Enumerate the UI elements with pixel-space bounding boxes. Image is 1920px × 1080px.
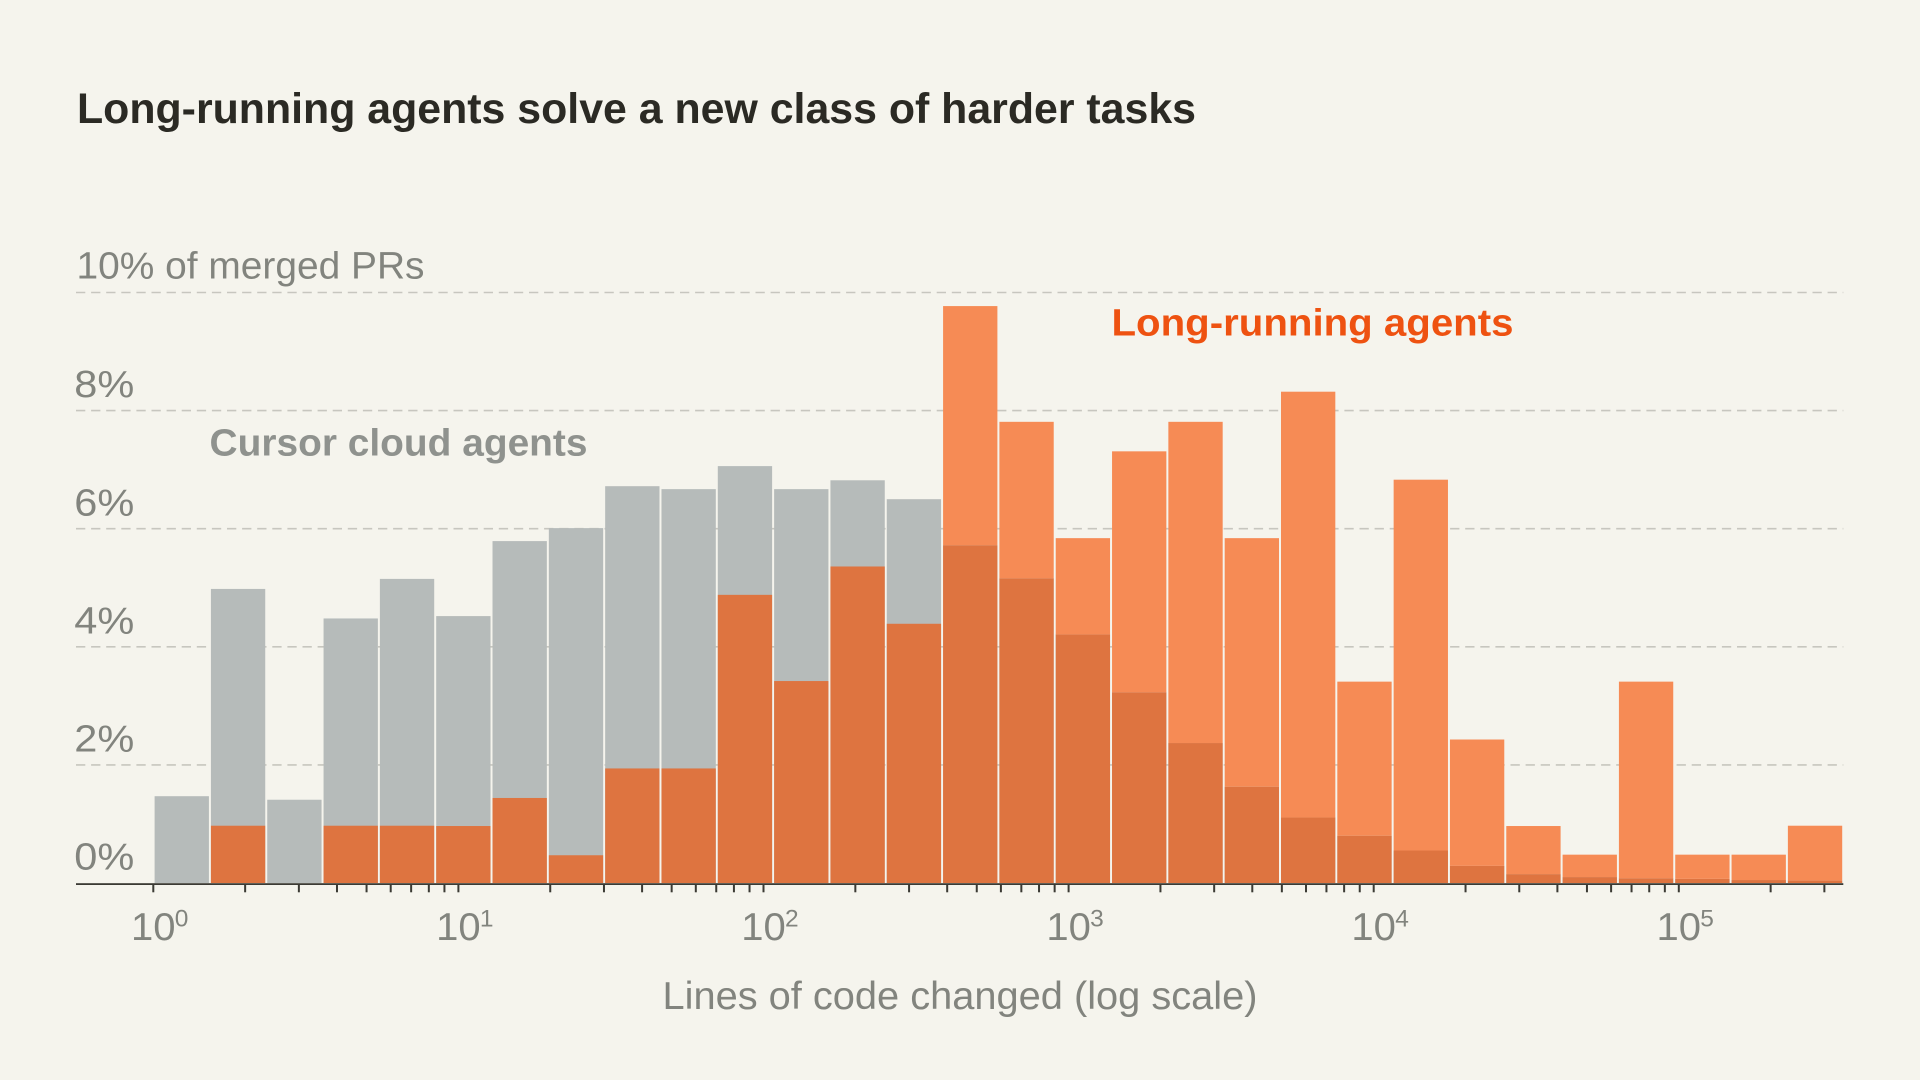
svg-text:6%: 6% [74, 482, 134, 524]
svg-text:10: 10 [1657, 906, 1702, 949]
svg-text:1: 1 [480, 905, 494, 932]
svg-text:10: 10 [436, 906, 481, 949]
svg-text:4%: 4% [74, 600, 134, 642]
svg-text:Cursor cloud agents: Cursor cloud agents [210, 423, 588, 465]
svg-text:10: 10 [131, 906, 176, 949]
svg-text:0: 0 [175, 905, 189, 932]
svg-text:Lines of code changed (log sca: Lines of code changed (log scale) [663, 975, 1258, 1018]
svg-text:3: 3 [1090, 905, 1104, 932]
svg-text:Long-running agents solve a ne: Long-running agents solve a new class of… [77, 85, 1196, 133]
svg-text:4: 4 [1395, 905, 1409, 932]
svg-text:10: 10 [1351, 906, 1396, 949]
svg-text:10% of merged PRs: 10% of merged PRs [77, 246, 425, 288]
svg-text:Long-running agents: Long-running agents [1112, 303, 1514, 345]
svg-text:8%: 8% [74, 364, 134, 406]
svg-text:5: 5 [1700, 905, 1714, 932]
svg-text:10: 10 [741, 906, 786, 949]
svg-text:10: 10 [1046, 906, 1091, 949]
svg-text:2%: 2% [74, 719, 134, 761]
svg-text:2: 2 [785, 905, 799, 932]
svg-text:0%: 0% [74, 837, 134, 879]
